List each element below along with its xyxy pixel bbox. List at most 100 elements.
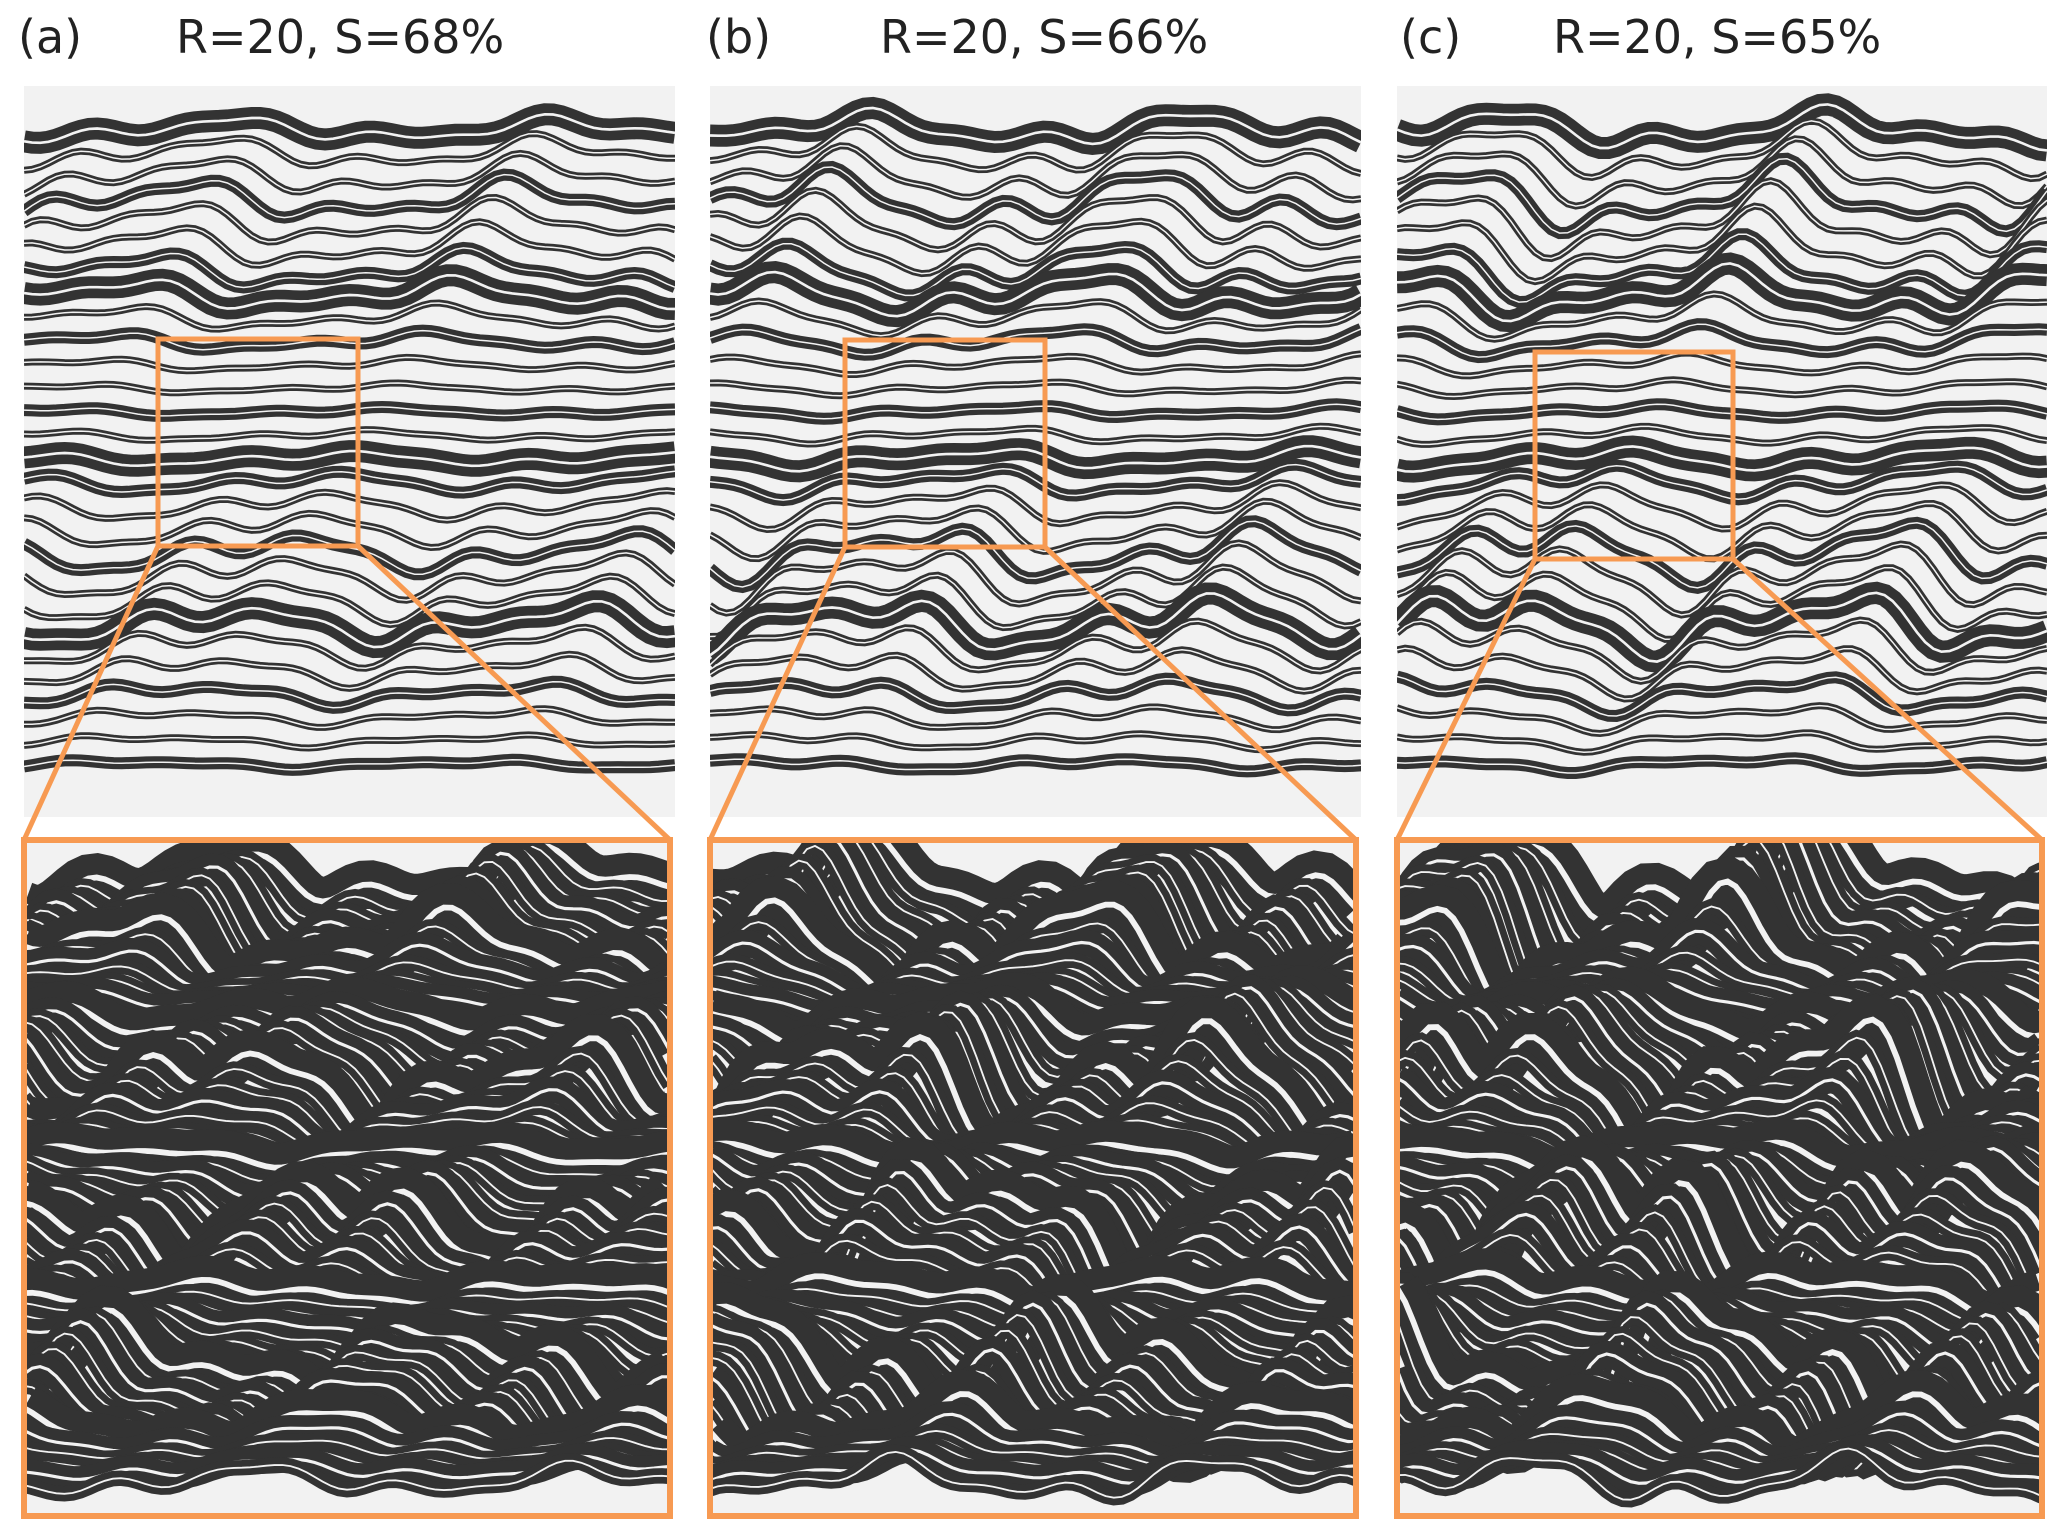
layer-line	[24, 221, 675, 266]
layer-line	[1397, 157, 2047, 234]
layer-line	[1397, 704, 2047, 735]
panel-a-title: R=20, S=68%	[176, 10, 505, 64]
layer-line	[710, 425, 1361, 445]
layer-line	[710, 300, 1361, 337]
layer-line	[24, 112, 675, 145]
layer-line	[1397, 543, 2047, 616]
panel-b-title: R=20, S=66%	[880, 10, 1209, 64]
zoom-inset-frame	[707, 837, 1359, 1519]
layer-line	[24, 681, 675, 709]
layer-line	[1397, 323, 2047, 358]
layer-line	[1397, 180, 2047, 260]
layer-line	[1397, 120, 2047, 180]
layer-line	[1397, 619, 2047, 683]
layer-line	[1397, 464, 2047, 501]
layer-line	[710, 353, 1361, 376]
layer-line	[710, 444, 1361, 473]
layer-line	[1397, 591, 2047, 663]
layer-line	[710, 106, 1361, 146]
layer-line	[1397, 293, 2047, 340]
layer-line	[710, 566, 1361, 638]
layer-line	[1397, 425, 2047, 446]
layer-line	[710, 145, 1361, 201]
layer-line	[24, 406, 675, 417]
layer-line	[24, 626, 675, 669]
layer-line	[24, 599, 675, 649]
layer-line	[24, 173, 675, 219]
layer-line	[24, 653, 675, 690]
layer-line	[710, 706, 1361, 731]
layer-line	[24, 329, 675, 351]
overview-c-layers	[1397, 93, 2047, 779]
zoom-region-box	[155, 336, 361, 549]
layer-line	[710, 242, 1361, 297]
layer-line	[710, 542, 1361, 614]
zoom-a-layers	[24, 840, 670, 1502]
layer-line	[24, 707, 675, 729]
layer-line	[24, 1142, 670, 1171]
layer-line	[24, 759, 675, 771]
zoom-connector-right	[1043, 545, 1358, 842]
zoom-region-box	[842, 337, 1048, 550]
layer-line	[24, 449, 675, 468]
layer-line	[710, 649, 1361, 692]
layer-line	[24, 428, 675, 441]
layer-line	[1397, 647, 2047, 700]
layer-line	[24, 509, 675, 549]
zoom-connector-left	[21, 544, 161, 842]
layer-line	[710, 620, 1361, 672]
layer-line	[1397, 403, 2047, 421]
layer-line	[1397, 675, 2047, 717]
layer-line	[1397, 352, 2047, 377]
layer-line	[24, 196, 675, 243]
layer-line	[24, 470, 675, 494]
zoom-inset-frame	[1394, 837, 2045, 1519]
layer-line	[24, 1459, 670, 1495]
layer-line	[1397, 205, 2047, 283]
layer-line	[1397, 502, 2047, 560]
layer-line	[710, 677, 1361, 712]
layer-line	[710, 166, 1361, 225]
layer-line	[710, 463, 1361, 501]
layer-line	[710, 733, 1361, 751]
zoom-connector-left	[1394, 557, 1538, 842]
layer-line	[1397, 262, 2047, 323]
layer-line	[1397, 757, 2047, 774]
layer-line	[710, 125, 1361, 175]
panel-a-tag: (a)	[18, 10, 83, 64]
panel-a	[21, 86, 675, 1519]
layer-line	[710, 379, 1361, 397]
layer-line	[710, 328, 1361, 356]
layer-line	[24, 552, 675, 601]
layer-line	[710, 481, 1361, 531]
layer-line	[710, 189, 1361, 251]
layer-line	[24, 302, 675, 330]
zoom-connector-right	[1731, 557, 2044, 842]
layer-line	[710, 1450, 1356, 1499]
zoom-b-layers	[710, 840, 1356, 1506]
layer-line	[710, 403, 1361, 420]
zoom-connector-left	[707, 545, 848, 842]
layer-line	[24, 489, 675, 521]
panel-b	[707, 86, 1361, 1519]
layer-line	[710, 758, 1361, 773]
layer-line	[1397, 233, 2047, 303]
layer-line	[24, 273, 675, 311]
panel-b-tag: (b)	[706, 10, 772, 64]
panel-c	[1394, 86, 2047, 1519]
zoom-inset-frame	[21, 837, 673, 1519]
layer-line	[1397, 445, 2047, 473]
layer-line	[710, 520, 1361, 588]
layer-line	[710, 270, 1361, 318]
layer-line	[24, 382, 675, 394]
layer-line	[1397, 566, 2047, 641]
panel-c-title: R=20, S=65%	[1553, 10, 1882, 64]
zoom-c-layers	[1397, 840, 2042, 1508]
layer-line	[1397, 103, 2047, 152]
layer-line	[24, 132, 675, 172]
panel-c-tag: (c)	[1400, 10, 1462, 64]
layer-line	[710, 215, 1361, 275]
layer-line	[1397, 138, 2047, 207]
zoom-connector-right	[356, 544, 672, 842]
